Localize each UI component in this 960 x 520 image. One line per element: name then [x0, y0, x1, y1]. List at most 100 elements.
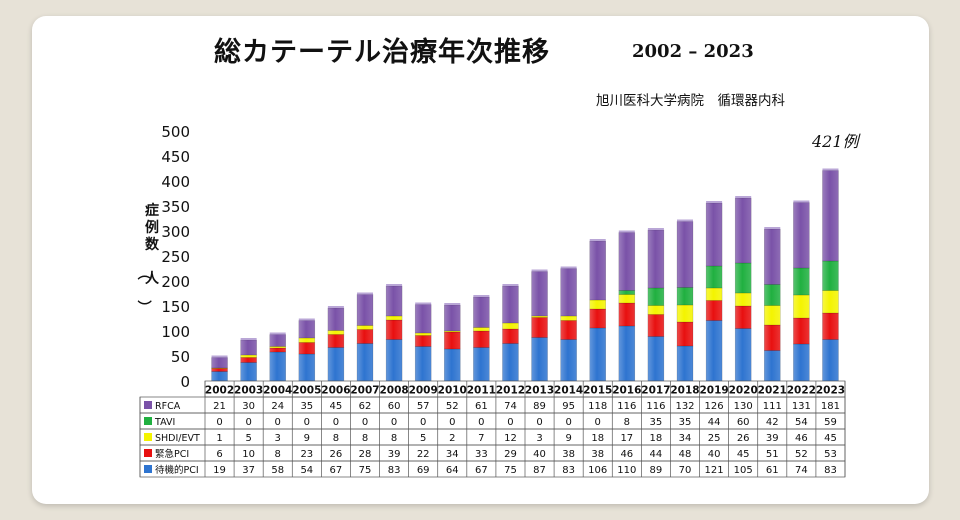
table-cell: 39	[388, 449, 401, 460]
x-tick-label: 2006	[321, 385, 350, 397]
legend-label: 待機的PCI	[155, 464, 199, 476]
table-cell: 106	[588, 465, 607, 476]
bar-segment-RFCA-2014	[560, 268, 577, 317]
bar-segment-緊急PCI-2004	[269, 347, 286, 353]
table-cell: 26	[737, 433, 750, 444]
legend-swatch	[144, 465, 152, 473]
table-cell: 5	[420, 433, 426, 444]
bar-segment-緊急PCI-2006	[327, 334, 345, 348]
bar-segment-緊急PCI-2013	[531, 317, 548, 338]
bar-segment-待機的PCI-2010	[444, 348, 461, 382]
x-tick-label: 2020	[729, 385, 758, 397]
table-cell: 0	[362, 417, 368, 428]
table-cell: 40	[533, 449, 546, 460]
bar-cap	[211, 355, 228, 358]
table-cell: 29	[504, 449, 517, 460]
y-tick-label: 200	[161, 273, 190, 291]
table-cell: 0	[536, 417, 542, 428]
x-tick-label: 2022	[787, 385, 816, 397]
bar-segment-待機的PCI-2014	[560, 339, 577, 382]
bar-segment-RFCA-2012	[502, 285, 519, 324]
x-tick-label: 2013	[525, 385, 554, 397]
table-cell: 181	[821, 401, 840, 412]
bar-segment-TAVI-2022	[793, 267, 810, 296]
bar-segment-RFCA-2013	[531, 271, 548, 317]
table-cell: 48	[679, 449, 692, 460]
bar-segment-待機的PCI-2003	[240, 362, 257, 382]
table-cell: 69	[417, 465, 430, 476]
legend-swatch	[144, 449, 152, 457]
table-cell: 95	[562, 401, 575, 412]
table-cell: 44	[650, 449, 663, 460]
bar-cap	[618, 230, 635, 233]
bar-segment-RFCA-2003	[240, 339, 257, 356]
table-cell: 34	[446, 449, 459, 460]
table-cell: 130	[734, 401, 753, 412]
bar-cap	[793, 200, 810, 203]
y-tick-label: 500	[161, 123, 190, 141]
bar-segment-SHDI/EVT-2012	[502, 322, 519, 330]
bar-segment-SHDI/EVT-2007	[356, 325, 374, 330]
legend-label: RFCA	[155, 401, 181, 412]
table-cell: 25	[708, 433, 721, 444]
bar-cap	[240, 338, 257, 340]
table-cell: 38	[591, 449, 604, 460]
bar-cap	[531, 269, 548, 272]
table-cell: 62	[359, 401, 372, 412]
table-cell: 19	[213, 465, 226, 476]
bar-segment-RFCA-2016	[618, 232, 636, 291]
table-cell: 0	[478, 417, 484, 428]
y-tick-label: 350	[161, 198, 190, 216]
x-tick-label: 2010	[438, 385, 467, 397]
table-cell: 74	[795, 465, 808, 476]
bar-segment-TAVI-2018	[676, 287, 694, 306]
table-cell: 0	[449, 417, 455, 428]
table-cell: 46	[620, 449, 633, 460]
table-cell: 8	[624, 417, 630, 428]
bar-cap	[269, 332, 286, 335]
bar-segment-待機的PCI-2021	[764, 350, 781, 382]
legend-label: SHDI/EVT	[155, 433, 200, 444]
table-cell: 0	[216, 417, 222, 428]
bar-segment-待機的PCI-2015	[589, 327, 606, 382]
bar-segment-SHDI/EVT-2020	[734, 292, 752, 307]
table-cell: 35	[679, 417, 692, 428]
table-cell: 54	[300, 465, 313, 476]
table-cell: 42	[766, 417, 779, 428]
bar-segment-緊急PCI-2012	[502, 328, 519, 344]
table-cell: 0	[333, 417, 339, 428]
table-cell: 51	[766, 449, 779, 460]
bar-segment-待機的PCI-2016	[618, 325, 636, 382]
x-tick-label: 2017	[641, 385, 670, 397]
bar-segment-SHDI/EVT-2014	[560, 315, 577, 321]
bar-segment-待機的PCI-2019	[705, 320, 723, 382]
bar-cap	[502, 284, 519, 286]
table-cell: 131	[792, 401, 811, 412]
bar-segment-RFCA-2020	[734, 197, 752, 264]
table-cell: 64	[446, 465, 459, 476]
table-cell: 22	[417, 449, 430, 460]
bar-segment-TAVI-2020	[734, 262, 752, 294]
table-cell: 61	[766, 465, 779, 476]
bar-segment-RFCA-2015	[589, 240, 606, 301]
bar-cap	[647, 228, 664, 230]
table-cell: 23	[300, 449, 313, 460]
bar-segment-待機的PCI-2023	[822, 339, 839, 382]
bar-cap	[415, 302, 432, 305]
table-cell: 8	[391, 433, 397, 444]
table-cell: 0	[304, 417, 310, 428]
bar-segment-待機的PCI-2017	[647, 336, 665, 382]
y-tick-label: 50	[171, 348, 190, 366]
bar-cap	[386, 284, 403, 286]
bar-segment-SHDI/EVT-2019	[705, 287, 723, 301]
table-cell: 21	[213, 401, 226, 412]
bar-segment-TAVI-2016	[618, 290, 636, 295]
table-cell: 0	[565, 417, 571, 428]
x-tick-label: 2012	[496, 385, 525, 397]
y-tick-label: 150	[161, 298, 190, 316]
bar-cap	[327, 306, 344, 308]
bar-segment-RFCA-2005	[298, 320, 316, 339]
year-range: 2002 – 2023	[632, 41, 754, 62]
bar-segment-緊急PCI-2003	[240, 357, 257, 363]
bar-cap	[473, 295, 490, 297]
